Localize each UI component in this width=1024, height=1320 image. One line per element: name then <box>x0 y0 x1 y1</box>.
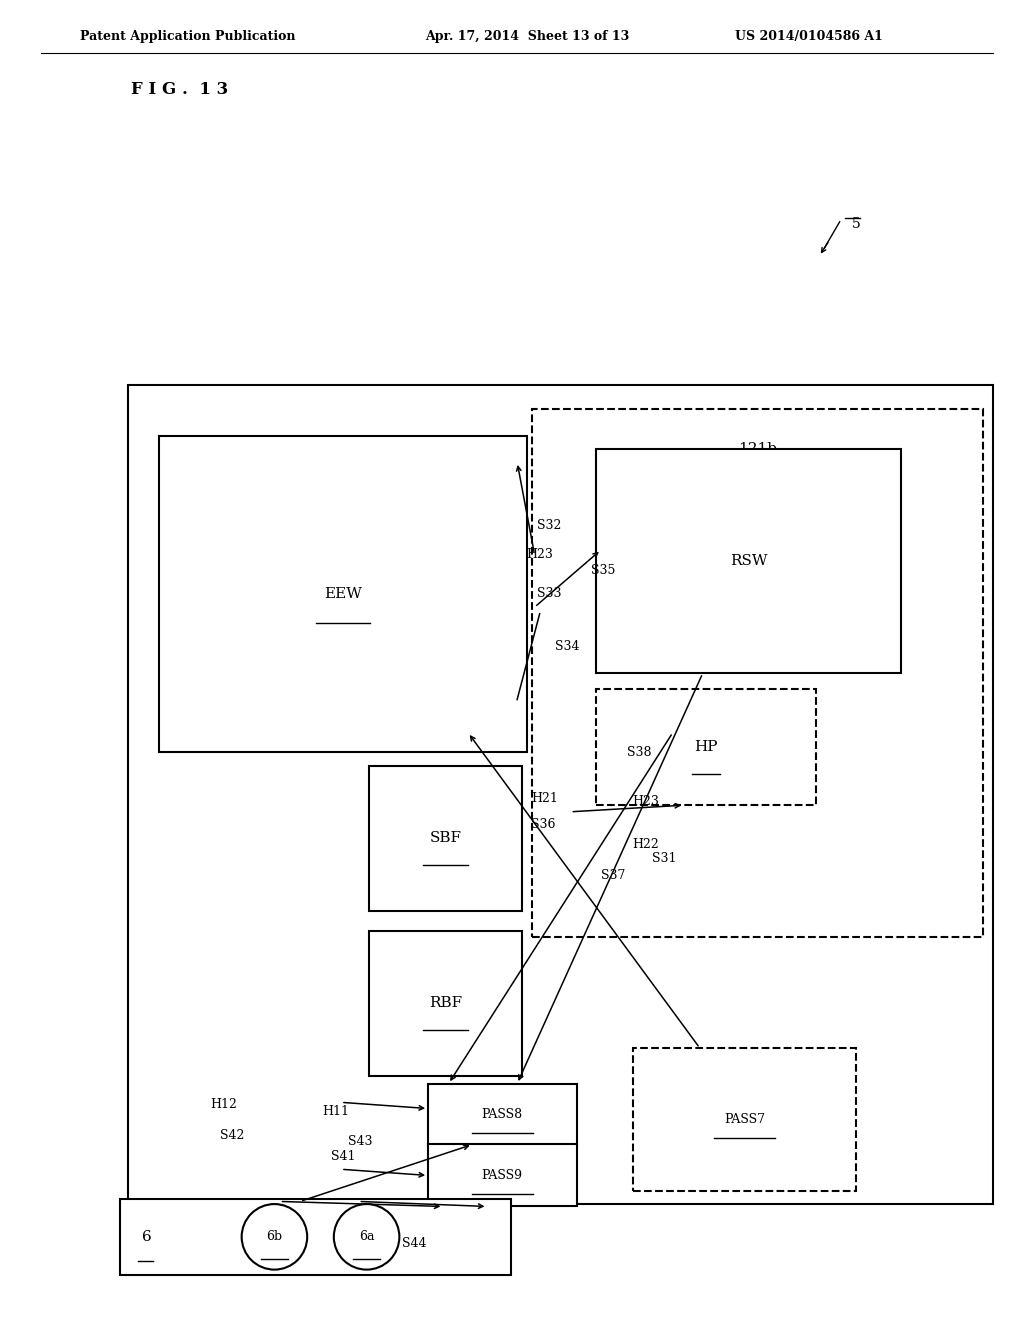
Text: 6a: 6a <box>358 1230 375 1243</box>
Bar <box>532 409 983 937</box>
Text: H22: H22 <box>632 838 658 851</box>
Bar <box>596 689 816 805</box>
Text: S33: S33 <box>537 587 561 601</box>
Bar <box>120 1199 511 1275</box>
Text: RSW: RSW <box>730 554 767 568</box>
Bar <box>159 436 527 752</box>
Text: S41: S41 <box>331 1150 355 1163</box>
Text: H11: H11 <box>323 1105 349 1118</box>
Text: S31: S31 <box>652 851 677 865</box>
Text: H23: H23 <box>632 795 658 808</box>
Text: PASS8: PASS8 <box>481 1109 523 1121</box>
Text: H12: H12 <box>210 1098 237 1111</box>
Bar <box>428 1084 577 1146</box>
Text: Patent Application Publication: Patent Application Publication <box>80 30 295 44</box>
Text: 6b: 6b <box>266 1230 283 1243</box>
Text: S37: S37 <box>601 869 626 882</box>
Text: US 2014/0104586 A1: US 2014/0104586 A1 <box>735 30 883 44</box>
Text: PASS7: PASS7 <box>724 1113 765 1126</box>
Text: S44: S44 <box>402 1237 427 1250</box>
Text: 121b: 121b <box>738 442 777 455</box>
Text: S42: S42 <box>220 1129 245 1142</box>
Text: PASS9: PASS9 <box>481 1170 523 1181</box>
Text: S35: S35 <box>591 564 615 577</box>
Text: EEW: EEW <box>325 587 361 601</box>
Text: 6: 6 <box>142 1230 153 1243</box>
Text: SBF: SBF <box>429 832 462 845</box>
Bar <box>369 766 522 911</box>
Text: S43: S43 <box>348 1135 373 1148</box>
Bar <box>428 1144 577 1206</box>
Bar <box>596 449 901 673</box>
Text: 5: 5 <box>852 218 861 231</box>
Text: S34: S34 <box>555 640 580 653</box>
Text: RBF: RBF <box>429 997 462 1010</box>
Text: H21: H21 <box>531 792 558 805</box>
Bar <box>369 931 522 1076</box>
Text: H23: H23 <box>526 548 553 561</box>
Bar <box>633 1048 856 1191</box>
Text: Apr. 17, 2014  Sheet 13 of 13: Apr. 17, 2014 Sheet 13 of 13 <box>425 30 629 44</box>
Text: HP: HP <box>694 741 718 754</box>
Text: S38: S38 <box>627 746 651 759</box>
Text: S32: S32 <box>537 519 561 532</box>
Text: F I G .  1 3: F I G . 1 3 <box>131 82 228 98</box>
Bar <box>128 385 993 1204</box>
Text: S36: S36 <box>531 818 556 832</box>
